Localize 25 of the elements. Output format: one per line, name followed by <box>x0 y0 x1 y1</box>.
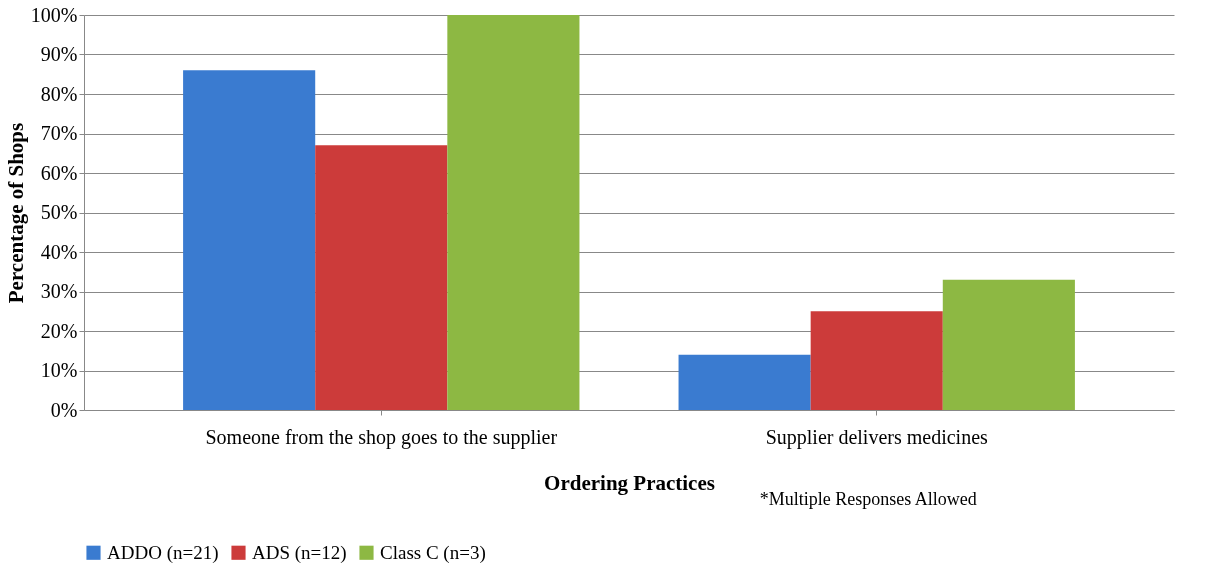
x-tick-label: Someone from the shop goes to the supplier <box>205 425 558 449</box>
bar <box>447 15 580 410</box>
y-tick-label: 10% <box>40 359 78 381</box>
bar <box>678 354 811 410</box>
y-tick-label: 20% <box>40 319 78 342</box>
bar <box>810 311 943 410</box>
text: *Multiple Responses Allowed <box>759 489 977 509</box>
y-tick-label: 40% <box>40 240 78 263</box>
y-tick-label: 30% <box>40 280 78 302</box>
y-tick-label: 70% <box>40 122 78 144</box>
y-tick-label: 100% <box>30 3 78 26</box>
bar <box>315 145 448 410</box>
legend-label: ADDO (n=21) <box>107 541 219 564</box>
x-axis-title: Ordering Practices <box>544 470 715 495</box>
legend-label: ADS (n=12) <box>252 541 347 564</box>
y-tick-label: 60% <box>40 161 78 184</box>
y-tick-label: 90% <box>40 43 78 65</box>
legend-label: Class C (n=3) <box>380 541 486 564</box>
y-tick-label: 0% <box>50 398 78 421</box>
bar <box>183 70 316 410</box>
y-tick-label: 80% <box>40 82 78 105</box>
y-tick-label: 50% <box>40 201 78 223</box>
bar <box>942 279 1075 410</box>
y-axis-title: Percentage of Shops <box>3 122 28 304</box>
x-tick-label: Supplier delivers medicines <box>765 425 989 449</box>
